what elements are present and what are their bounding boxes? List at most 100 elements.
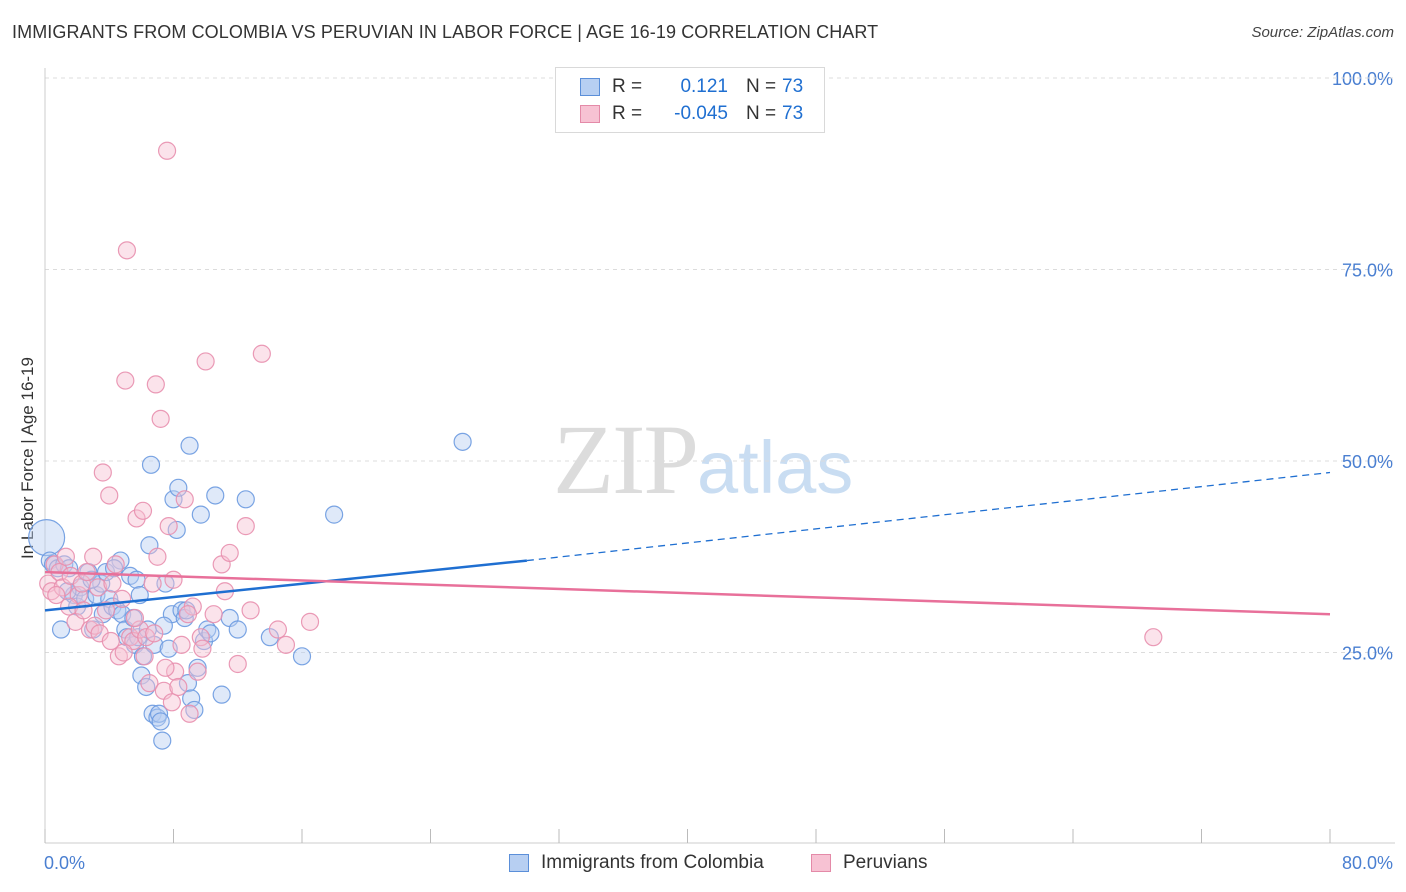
point-colombia	[154, 616, 173, 635]
point-peruvians	[180, 704, 199, 723]
point-colombia	[149, 704, 169, 723]
point-peruvians	[228, 654, 247, 674]
legend-r-value: 0.121	[680, 76, 728, 97]
point-peruvians	[145, 624, 164, 643]
legend-n-label: N =	[746, 103, 777, 124]
watermark-atlas: atlas	[697, 426, 854, 509]
point-colombia	[51, 620, 71, 639]
point-colombia	[169, 478, 188, 497]
legend-swatch-blue	[580, 78, 600, 96]
legend-r-label: R =	[612, 76, 643, 97]
point-peruvians	[156, 658, 175, 677]
point-peruvians	[101, 631, 120, 651]
point-peruvians	[178, 605, 198, 624]
point-peruvians	[56, 547, 75, 566]
point-colombia	[292, 647, 312, 666]
correlation-legend: R = 0.121 N = 73 R = -0.045 N = 73	[555, 67, 825, 133]
point-peruvians	[143, 574, 162, 593]
point-colombia	[212, 685, 231, 704]
point-peruvians	[162, 693, 181, 712]
legend-row-peruvians: R = -0.045 N = 73	[580, 101, 803, 127]
y-tick-label: 75.0%	[1342, 261, 1393, 281]
legend-item-peruvians: Peruvians	[811, 852, 928, 874]
point-peruvians	[146, 375, 165, 394]
legend-swatch-pink	[580, 105, 600, 123]
watermark: ZIPatlas	[553, 402, 853, 517]
trendline-colombia	[44, 559, 528, 612]
point-peruvians	[125, 608, 145, 628]
point-peruvians	[157, 141, 177, 160]
point-peruvians	[191, 628, 210, 647]
point-peruvians	[252, 344, 271, 363]
point-peruvians	[103, 574, 122, 593]
chart-title: IMMIGRANTS FROM COLOMBIA VS PERUVIAN IN …	[12, 22, 879, 42]
legend-label-peruvians: Peruvians	[843, 852, 928, 873]
point-peruvians	[112, 589, 132, 608]
point-peruvians	[196, 352, 215, 371]
point-peruvians	[204, 605, 223, 624]
point-peruvians	[166, 662, 185, 681]
point-colombia	[325, 505, 344, 524]
point-peruvians	[193, 639, 212, 658]
legend-n-value: 73	[782, 76, 804, 97]
point-peruvians	[159, 517, 178, 536]
point-colombia	[201, 624, 220, 643]
point-peruvians	[169, 677, 188, 697]
point-colombia	[141, 455, 161, 474]
point-peruvians	[300, 612, 320, 631]
point-peruvians	[133, 501, 153, 520]
point-peruvians	[151, 409, 170, 428]
point-peruvians	[148, 547, 167, 566]
source-label: Source: ZipAtlas.com	[1251, 24, 1394, 41]
legend-r-label: R =	[612, 103, 643, 124]
point-peruvians	[1144, 628, 1163, 647]
point-peruvians	[93, 463, 112, 482]
point-colombia	[191, 505, 210, 524]
y-tick-label: 50.0%	[1342, 452, 1393, 472]
legend-label-colombia: Immigrants from Colombia	[541, 852, 764, 873]
y-tick-label: 25.0%	[1342, 644, 1393, 664]
point-peruvians	[84, 547, 103, 566]
legend-row-colombia: R = 0.121 N = 73	[580, 74, 803, 100]
point-peruvians	[106, 555, 125, 574]
point-colombia	[153, 731, 172, 750]
legend-r-value: -0.045	[674, 103, 728, 124]
point-colombia	[182, 689, 201, 708]
point-peruvians	[268, 620, 288, 639]
point-peruvians	[172, 635, 191, 654]
point-peruvians	[220, 543, 239, 563]
point-colombia	[453, 432, 472, 451]
point-peruvians	[241, 601, 260, 620]
watermark-zip: ZIP	[553, 404, 699, 515]
point-peruvians	[47, 585, 66, 605]
y-tick-label: 100.0%	[1332, 69, 1393, 89]
point-colombia	[236, 490, 255, 509]
point-colombia	[28, 518, 66, 557]
point-colombia	[151, 712, 170, 731]
point-colombia	[228, 620, 247, 639]
point-peruvians	[88, 578, 108, 597]
point-colombia	[180, 436, 199, 455]
point-peruvians	[164, 570, 183, 589]
point-peruvians	[116, 371, 135, 390]
series-legend: Immigrants from Colombia Peruvians	[0, 852, 1406, 878]
point-peruvians	[74, 601, 93, 620]
x-tick-label: 0.0%	[44, 853, 85, 873]
point-colombia	[188, 658, 207, 677]
point-peruvians	[188, 662, 207, 681]
trendline-colombia-extension	[526, 471, 1331, 562]
point-peruvians	[276, 635, 296, 654]
legend-swatch-pink	[811, 854, 831, 872]
legend-item-colombia: Immigrants from Colombia	[509, 852, 764, 874]
point-peruvians	[114, 643, 133, 662]
point-peruvians	[96, 601, 116, 620]
legend-swatch-blue	[509, 854, 529, 872]
trendline-peruvians	[44, 570, 1331, 616]
point-peruvians	[135, 647, 154, 666]
point-peruvians	[236, 517, 255, 536]
point-peruvians	[117, 241, 137, 260]
legend-n-label: N =	[746, 76, 777, 97]
x-tick-label: 80.0%	[1342, 853, 1393, 873]
point-colombia	[206, 486, 225, 505]
